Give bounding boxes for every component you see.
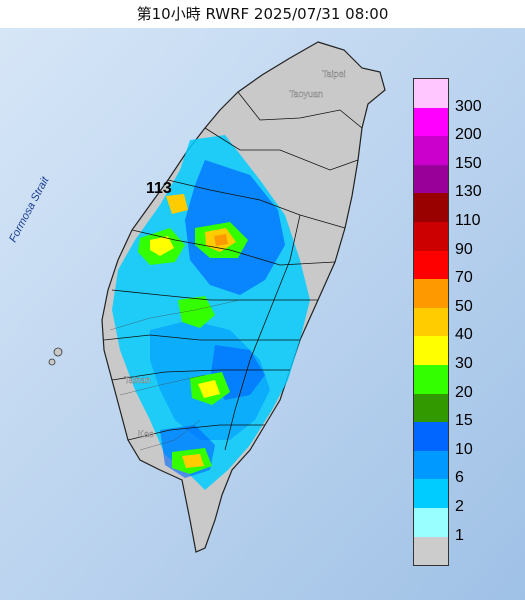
- rain-core-orange: [214, 234, 228, 246]
- legend-swatch: [414, 136, 448, 165]
- rain-core-green: [178, 296, 215, 328]
- legend-swatch: [414, 79, 448, 108]
- city-label-kaohsiung: Kao: [138, 429, 154, 439]
- legend-level-label: 2: [455, 498, 464, 515]
- legend-swatch: [414, 393, 448, 423]
- legend-swatch: [414, 164, 448, 194]
- legend-level-label: 150: [455, 154, 482, 172]
- station-max-value: 113: [146, 180, 172, 197]
- legend-swatch: [414, 250, 448, 280]
- city-label-taipei: Taipei: [322, 69, 346, 79]
- legend-swatch: [414, 479, 448, 508]
- map-title: 第10小時 RWRF 2025/07/31 08:00: [0, 0, 525, 28]
- legend-level-label: 50: [455, 297, 473, 315]
- legend-swatch: [414, 307, 448, 337]
- rain-core-yellow: [150, 236, 174, 256]
- rainfall-legend: [413, 78, 449, 567]
- penghu-islet: [48, 358, 56, 366]
- legend-level-label: 70: [455, 269, 473, 287]
- legend-level-label: 200: [455, 126, 482, 144]
- county-boundaries: [103, 91, 363, 451]
- legend-level-label: 90: [455, 240, 473, 258]
- legend-level-label: 20: [455, 383, 473, 401]
- legend-swatch: [414, 450, 448, 480]
- legend-swatch: [414, 221, 448, 251]
- legend-level-label: 1: [455, 526, 464, 544]
- legend-level-label: 15: [455, 412, 473, 430]
- city-label-tainan: Tainan: [124, 375, 151, 385]
- rivers: [109, 299, 241, 451]
- legend-swatch: [414, 422, 448, 451]
- legend-level-label: 300: [455, 97, 482, 115]
- legend-swatch: [414, 193, 448, 222]
- legend-swatch: [414, 336, 448, 365]
- legend-level-label: 40: [455, 326, 473, 344]
- rain-core-yellow: [166, 194, 188, 214]
- legend-swatch: [414, 364, 448, 394]
- legend-level-label: 10: [455, 440, 473, 458]
- legend-swatch: [414, 107, 448, 137]
- city-label-taoyuan: Taoyuan: [289, 89, 323, 99]
- legend-level-label: 110: [455, 212, 481, 229]
- rain-core-yellow: [198, 380, 220, 398]
- rain-core-yellow: [182, 454, 204, 468]
- legend-level-label: 6: [455, 469, 464, 487]
- legend-level-label: 130: [455, 183, 482, 201]
- legend-level-label: 30: [455, 355, 473, 372]
- penghu-islet: [53, 347, 63, 357]
- legend-swatch: [414, 279, 448, 308]
- legend-swatch: [414, 507, 448, 537]
- legend-swatch: [414, 536, 448, 566]
